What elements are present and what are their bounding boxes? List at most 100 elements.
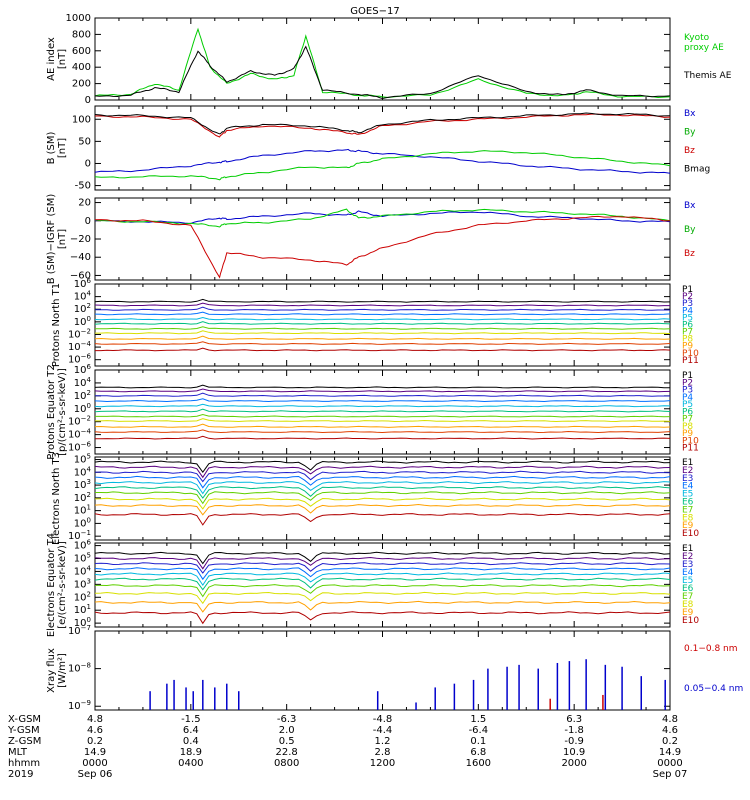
y-tick-label: 106 — [74, 539, 92, 552]
y-tick-exp: 2 — [87, 491, 91, 499]
legend-p1: P1 — [682, 371, 693, 381]
y-axis-label-line: [p/(cm²-s-sr-keV)] — [57, 368, 68, 456]
y-axis-label: Protons Equator T2[p/(cm²-s-sr-keV)] — [46, 364, 68, 460]
y-tick-exp: 6 — [87, 539, 92, 547]
y-tick-exp: −6 — [81, 441, 92, 449]
y-tick-label: 105 — [74, 453, 91, 466]
legend-proxy-ae: proxy AE — [684, 43, 724, 53]
legend-e2: E2 — [682, 466, 693, 476]
y-tick-label: 101 — [74, 603, 91, 616]
channel-line-p9 — [94, 423, 671, 428]
y-axis-label-line: Xray flux — [46, 648, 57, 693]
legend-p7: P7 — [682, 328, 693, 338]
y-tick-exp: 2 — [87, 302, 91, 310]
channel-line-p5 — [94, 403, 671, 408]
y-axis-label-line: AE index — [46, 37, 57, 81]
ephem-cell: 10.9 — [563, 747, 585, 758]
y-tick-label: 104 — [74, 290, 92, 303]
channel-line-p7 — [95, 326, 671, 330]
ephem-row-label: MLT — [8, 747, 28, 758]
y-tick-exp: −2 — [81, 327, 91, 335]
ephem-cell: 0.2 — [662, 736, 678, 747]
ephem-cell: 6.3 — [566, 714, 582, 725]
y-tick-label: 20 — [78, 198, 91, 209]
y-tick-label: 800 — [72, 29, 91, 40]
y-tick-label: 102 — [74, 590, 91, 603]
y-tick-label: 10−4 — [68, 428, 92, 441]
legend-bx: Bx — [684, 109, 696, 119]
legend-p6: P6 — [682, 407, 693, 417]
y-tick-exp: 0 — [87, 516, 91, 524]
channel-line-e4 — [94, 567, 671, 581]
legend-bz: Bz — [684, 249, 695, 259]
y-tick-exp: 5 — [87, 453, 91, 461]
channel-line-e10 — [94, 611, 671, 625]
ephem-cell: 4.8 — [662, 714, 678, 725]
ephem-row-label: X-GSM — [8, 714, 41, 725]
y-tick-label: 100 — [72, 114, 91, 125]
channel-line-p3 — [94, 392, 670, 397]
ephem-cell: 14.9 — [84, 747, 106, 758]
channel-line-p2 — [94, 302, 670, 307]
y-tick-exp: −8 — [81, 662, 91, 670]
legend-by: By — [684, 225, 696, 235]
y-tick-label: −60 — [70, 270, 91, 281]
y-axis-label-line: Electrons North T3 — [51, 452, 62, 545]
ephem-cell: 1200 — [370, 758, 395, 769]
y-axis-label-line: [nT] — [57, 138, 68, 158]
y-tick-exp: 4 — [87, 564, 92, 572]
y-tick-label: 100 — [74, 402, 91, 415]
channel-line-p4 — [94, 398, 671, 403]
y-tick-label: 102 — [74, 491, 91, 504]
ephem-cell: 1.2 — [375, 736, 391, 747]
channel-line-p11 — [95, 435, 671, 440]
y-tick-label: 106 — [74, 277, 92, 290]
legend-e7: E7 — [682, 505, 693, 515]
ephem-cell: 0.2 — [87, 736, 103, 747]
channel-line-e8 — [94, 497, 671, 510]
series-line-bz — [94, 113, 671, 138]
legend-e1: E1 — [682, 544, 693, 554]
channel-line-e5 — [94, 481, 671, 495]
ephem-cell: 4.6 — [87, 725, 103, 736]
legend-p10: P10 — [682, 436, 699, 446]
y-tick-exp: 1 — [87, 504, 91, 512]
channel-line-e8 — [94, 591, 671, 605]
channel-line-e10 — [94, 512, 671, 526]
series-line-bx — [94, 210, 671, 225]
channel-line-e3 — [94, 562, 671, 574]
y-tick-exp: 4 — [87, 290, 92, 298]
channel-line-p4 — [94, 311, 671, 316]
y-tick-exp: 6 — [87, 277, 92, 285]
y-tick-label: 10−7 — [68, 624, 91, 637]
y-tick-label: 100 — [74, 516, 91, 529]
series-line-bmag — [94, 112, 671, 135]
ephem-row-label: hhmm — [8, 758, 40, 769]
ephem-cell: 2.8 — [375, 747, 391, 758]
y-tick-exp: −2 — [81, 415, 91, 423]
y-tick-exp: −9 — [81, 699, 91, 707]
legend-e5: E5 — [682, 490, 693, 500]
y-tick-label: 10−2 — [68, 415, 91, 428]
legend-e4: E4 — [682, 568, 694, 578]
y-tick-label: 50 — [78, 136, 91, 147]
series-line-kyoto-proxy-ae — [94, 27, 671, 99]
y-axis-label: B (SM)−IGRF (SM)[nT] — [46, 194, 68, 285]
legend-e9: E9 — [682, 608, 694, 618]
legend-p4: P4 — [682, 306, 693, 316]
series-line-themis-ae — [94, 45, 671, 100]
y-tick-exp: 0 — [87, 402, 91, 410]
legend-by: By — [684, 128, 696, 138]
legend-e4: E4 — [682, 482, 694, 492]
y-tick-label: 1000 — [66, 13, 91, 24]
y-tick-label: 104 — [74, 465, 92, 478]
ephem-row-label: Z-GSM — [8, 736, 41, 747]
channel-line-e9 — [94, 600, 671, 613]
ephem-cell: 0.5 — [279, 736, 295, 747]
panel-2: 100 50 0 -50 B (SM)[nT] Bx By Bz Bmag — [46, 105, 710, 192]
y-axis-label-line: B (SM)−IGRF (SM) — [46, 194, 57, 285]
ephem-cell: -1.8 — [564, 725, 584, 736]
